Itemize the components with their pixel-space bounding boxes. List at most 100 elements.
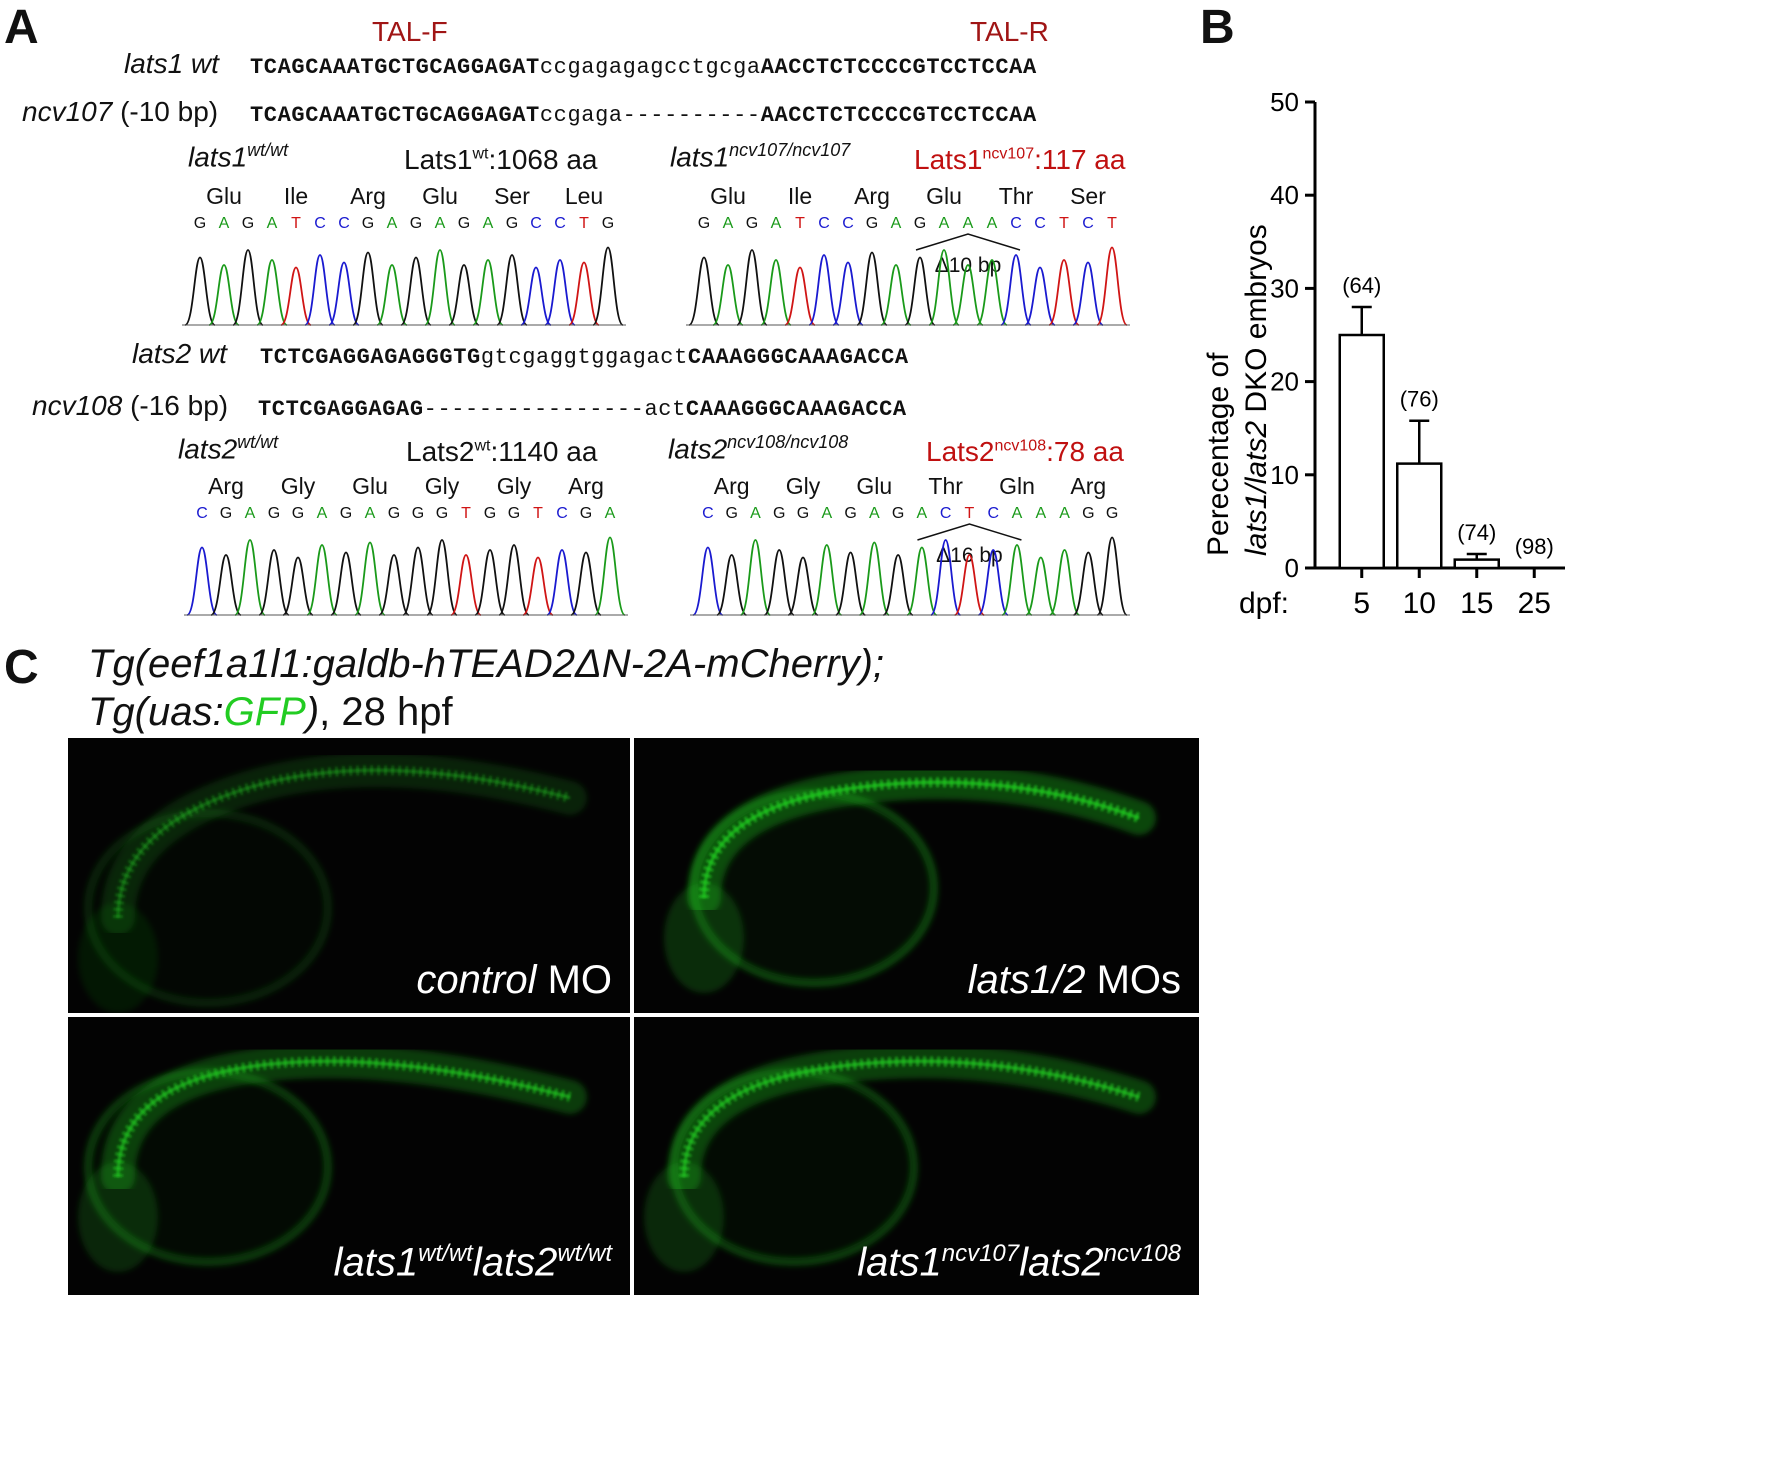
- base-call: C: [554, 215, 566, 232]
- amino-acid-label: Arg: [350, 183, 386, 209]
- base-call: C: [530, 215, 542, 232]
- genotype-base: lats2: [668, 433, 728, 465]
- seq-mid: ccgaga----------: [539, 103, 761, 128]
- chromatogram-peak: [352, 251, 384, 326]
- lats1-wt-label: lats1 wt: [124, 48, 219, 79]
- hpf-text: , 28 hpf: [319, 690, 453, 734]
- lats2-wt-protein: Lats2wt:1140 aa: [406, 436, 597, 468]
- base-call: A: [963, 215, 974, 232]
- gfp-text: GFP: [223, 690, 306, 734]
- deletion-bracket: [915, 233, 1021, 251]
- chromatogram-peak: [736, 249, 768, 326]
- base-call: A: [387, 215, 398, 232]
- lats2-mut-genotype: lats2ncv108/ncv108: [668, 432, 848, 465]
- amino-acid-label: Ser: [494, 183, 530, 209]
- tal-r-label: TAL-R: [970, 16, 1049, 47]
- image-lats12-mos: lats1/2 MOs: [634, 738, 1199, 1013]
- label-rest: MOs: [1085, 958, 1181, 1002]
- deletion-bracket: [917, 523, 1022, 541]
- chromatogram-peak: [378, 554, 410, 616]
- amino-acid-label: Thr: [928, 473, 963, 499]
- y-tick-label: 30: [1270, 273, 1299, 303]
- base-call: A: [483, 215, 494, 232]
- protein-sup: ncv107: [982, 145, 1035, 163]
- base-call: C: [338, 215, 350, 232]
- base-call: G: [458, 215, 470, 232]
- chromatogram-peak: [426, 539, 458, 616]
- chromatogram-peak: [520, 266, 552, 326]
- chromatogram-peak: [258, 549, 290, 616]
- chromatogram-peak: [739, 539, 772, 616]
- chromatogram-peak: [544, 259, 576, 326]
- base-call: G: [602, 215, 614, 232]
- amino-acid-label: Gly: [281, 473, 316, 499]
- chromatogram-peak: [760, 259, 792, 326]
- y-tick-label: 40: [1270, 180, 1299, 210]
- chromatogram-peak: [1000, 254, 1032, 326]
- amino-acid-label: Glu: [422, 183, 458, 209]
- base-call: C: [940, 505, 952, 522]
- chromatogram-peak: [1096, 536, 1128, 616]
- base-call: G: [580, 505, 592, 522]
- base-call: A: [750, 505, 761, 522]
- chromatogram-peak: [208, 264, 240, 326]
- base-call: C: [556, 505, 568, 522]
- base-call: A: [723, 215, 734, 232]
- n-label: (76): [1400, 387, 1439, 412]
- amino-acid-label: Arg: [714, 473, 750, 499]
- lats2-mut-protein: Lats2ncv108:78 aa: [926, 436, 1124, 468]
- chromatogram-peak: [1001, 544, 1033, 616]
- lats2-wt-label: lats2 wt: [132, 338, 227, 369]
- chromatogram-peak: [186, 546, 218, 616]
- chromatogram-peak: [448, 264, 480, 326]
- base-call: A: [245, 505, 256, 522]
- base-call: T: [1059, 215, 1069, 232]
- chromatogram-peak: [496, 254, 528, 326]
- seq-left: TCAGCAAATGCTGCAGGAGAT: [250, 103, 540, 128]
- base-call: A: [821, 505, 832, 522]
- chromatogram-peak: [354, 541, 386, 616]
- ncv108-allele: ncv108: [32, 390, 123, 421]
- chromatogram-peak: [568, 261, 600, 326]
- chromatogram-peak: [977, 549, 1009, 616]
- amino-acid-label: Thr: [999, 183, 1034, 209]
- lats1-wt-protein: Lats1wt:1068 aa: [404, 144, 598, 176]
- label-rest: MO: [536, 958, 612, 1002]
- amino-acid-label: Leu: [565, 183, 603, 209]
- panel-b-letter: B: [1200, 1, 1235, 54]
- chromatogram-peak: [376, 264, 408, 326]
- base-call: A: [987, 215, 998, 232]
- amino-acid-label: Glu: [710, 183, 746, 209]
- allele1: wt/wt: [418, 1239, 473, 1267]
- x-axis-prefix: dpf:: [1239, 587, 1289, 620]
- chromatogram-peak: [953, 554, 986, 616]
- amino-acid-label: Arg: [1070, 473, 1106, 499]
- base-call: A: [1059, 505, 1070, 522]
- protein-sup: wt: [474, 437, 491, 455]
- head-region: [644, 1162, 724, 1272]
- base-call: C: [818, 215, 830, 232]
- chromatogram-peak: [712, 264, 744, 326]
- notochord-line: [702, 780, 1140, 899]
- seq-left: TCAGCAAATGCTGCAGGAGAT: [250, 55, 540, 80]
- chromatogram-peak: [904, 256, 936, 326]
- protein-length: :1140 aa: [490, 436, 598, 467]
- chromatogram-peak: [234, 539, 266, 616]
- base-call: G: [242, 215, 254, 232]
- y-axis-label: Perecentage of lats1/lats2 DKO embryos: [1202, 224, 1273, 556]
- y-label-genes: lats1/lats2: [1240, 421, 1273, 556]
- base-call: A: [771, 215, 782, 232]
- chromatogram-peak: [1048, 259, 1080, 326]
- panel-c-title-line2: Tg(uas:GFP), 28 hpf: [88, 690, 453, 735]
- protein-length: :117 aa: [1034, 144, 1126, 175]
- chromatogram-peak: [688, 256, 720, 326]
- chromatogram-peak: [474, 549, 506, 616]
- genotype-sup: ncv108/ncv108: [727, 432, 849, 452]
- base-call: A: [869, 505, 880, 522]
- chromatogram-peak: [832, 261, 864, 326]
- amino-acid-label: Arg: [568, 473, 604, 499]
- base-call: A: [605, 505, 616, 522]
- seq-left: TCTCGAGGAGAG: [258, 397, 424, 422]
- chromatogram-peak: [256, 259, 288, 326]
